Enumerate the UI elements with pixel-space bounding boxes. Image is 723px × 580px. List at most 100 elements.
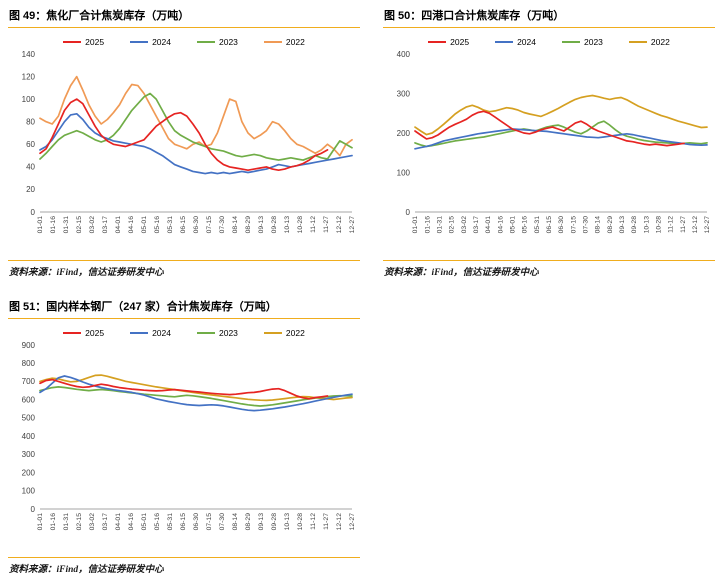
- x-axis-tick-label: 04-01: [115, 216, 122, 234]
- x-axis-tick-label: 06-15: [180, 216, 187, 234]
- x-axis-tick-label: 06-15: [546, 216, 553, 234]
- x-axis-tick-label: 03-17: [102, 513, 109, 531]
- x-axis-tick-label: 03-02: [89, 216, 96, 234]
- legend-label: 2023: [219, 37, 238, 47]
- figure-51-source-note: 资料来源：iFind，信达证券研发中心: [8, 557, 360, 575]
- x-axis-tick-label: 08-14: [595, 216, 602, 234]
- y-axis-tick-label: 300: [397, 89, 411, 98]
- legend-item-2025: 2025: [428, 37, 469, 47]
- chart-svg: 0 100 200 300 400 01-01 01-16 01-31 02-15 03-02 03…: [397, 50, 712, 234]
- x-axis-tick-label: 01-16: [50, 513, 57, 531]
- legend-item-2025: 2025: [63, 328, 104, 338]
- figure-49-legend: 2025 2024 2023 2022: [8, 36, 360, 48]
- x-axis-tick-label: 05-16: [154, 513, 161, 531]
- figure-50-source-note: 资料来源：iFind，信达证券研发中心: [383, 260, 715, 278]
- y-axis-tick-label: 100: [397, 168, 411, 177]
- x-axis-tick-label: 06-15: [180, 513, 187, 531]
- x-axis-tick-label: 01-01: [37, 216, 44, 234]
- x-axis-tick-label: 01-01: [412, 216, 419, 234]
- x-axis-tick-label: 09-28: [631, 216, 638, 234]
- x-axis-tick-label: 07-15: [570, 216, 577, 234]
- y-axis-tick-label: 600: [22, 395, 36, 404]
- x-axis-tick-label: 05-31: [167, 216, 174, 234]
- x-axis-tick-label: 04-16: [497, 216, 504, 234]
- x-axis-tick-label: 11-27: [680, 216, 687, 233]
- figure-51-legend: 2025 2024 2023 2022: [8, 327, 360, 339]
- x-axis-tick-label: 10-28: [655, 216, 662, 234]
- x-axis-tick-label: 12-27: [704, 216, 711, 234]
- y-axis-tick-label: 0: [31, 208, 36, 217]
- legend-label: 2023: [584, 37, 603, 47]
- legend-line-swatch: [63, 40, 82, 44]
- x-axis-tick-label: 09-28: [271, 216, 278, 234]
- x-axis-tick-label: 01-31: [63, 216, 70, 234]
- legend-item-2023: 2023: [197, 328, 238, 338]
- legend-item-2024: 2024: [130, 328, 171, 338]
- legend-line-swatch: [495, 40, 514, 44]
- figure-49-panel: 图 49：焦化厂合计焦炭库存（万吨） 2025 2024 2023 2022 0 20 4…: [8, 4, 360, 278]
- chart-svg: 0 100 200 300 400 500 600 700 800 900 01-01 01-16 01…: [22, 341, 357, 531]
- x-axis-tick-label: 12-12: [692, 216, 699, 234]
- x-axis-tick-label: 01-01: [37, 513, 44, 531]
- x-axis-tick-label: 10-13: [284, 216, 291, 234]
- x-axis-tick-label: 11-12: [668, 216, 675, 233]
- y-axis-tick-label: 0: [31, 505, 36, 514]
- y-axis-tick-label: 200: [397, 129, 411, 138]
- figure-49-source-note: 资料来源：iFind，信达证券研发中心: [8, 260, 360, 278]
- x-axis-tick-label: 11-27: [323, 513, 330, 530]
- y-axis-tick-label: 800: [22, 359, 36, 368]
- x-axis-tick-label: 07-30: [582, 216, 589, 234]
- x-axis-tick-label: 07-15: [206, 513, 213, 531]
- x-axis-tick-label: 01-31: [63, 513, 70, 531]
- legend-line-swatch: [130, 40, 149, 44]
- x-axis-tick-label: 07-30: [219, 216, 226, 234]
- x-axis-tick-label: 05-31: [167, 513, 174, 531]
- x-axis-tick-label: 03-17: [473, 216, 480, 234]
- figure-51-title: 图 51：国内样本钢厂（247 家）合计焦炭库存（万吨）: [8, 295, 360, 319]
- series-line-2023: [39, 386, 353, 407]
- legend-line-swatch: [130, 331, 149, 335]
- x-axis-tick-label: 05-01: [141, 513, 148, 531]
- x-axis-tick-label: 08-14: [232, 216, 239, 234]
- y-axis-tick-label: 0: [406, 208, 411, 217]
- legend-line-swatch: [197, 331, 215, 335]
- legend-label: 2025: [85, 37, 105, 47]
- y-axis-tick-label: 200: [22, 468, 36, 477]
- x-axis-tick-label: 08-29: [607, 216, 614, 234]
- x-axis-tick-label: 09-28: [271, 513, 278, 531]
- y-axis-tick-label: 900: [22, 341, 36, 350]
- series-line-2024: [39, 375, 353, 412]
- legend-line-swatch: [428, 40, 447, 44]
- series-line-2025: [414, 110, 685, 147]
- x-axis-tick-label: 05-16: [522, 216, 529, 234]
- figure-49-title: 图 49：焦化厂合计焦炭库存（万吨）: [8, 4, 360, 28]
- x-axis-tick-label: 11-27: [323, 216, 330, 233]
- x-axis-tick-label: 05-01: [141, 216, 148, 234]
- x-axis-tick-label: 06-30: [193, 513, 200, 531]
- y-axis-tick-label: 400: [22, 432, 36, 441]
- y-axis-tick-label: 500: [22, 414, 36, 423]
- y-axis-tick-label: 140: [22, 50, 36, 59]
- x-axis-tick-label: 09-13: [619, 216, 626, 234]
- y-axis-tick-label: 700: [22, 377, 36, 386]
- series-line-2024: [414, 128, 708, 150]
- legend-label: 2025: [450, 37, 470, 47]
- legend-line-swatch: [562, 40, 580, 44]
- legend-label: 2024: [152, 328, 171, 338]
- legend-line-swatch: [197, 40, 215, 44]
- legend-item-2023: 2023: [562, 37, 603, 47]
- series-line-2022: [414, 94, 708, 136]
- y-axis-tick-label: 100: [22, 95, 36, 104]
- figure-50-panel: 图 50：四港口合计焦炭库存（万吨） 2025 2024 2023 2022 0 100…: [383, 4, 715, 278]
- x-axis-tick-label: 05-16: [154, 216, 161, 234]
- x-axis-tick-label: 12-27: [349, 216, 356, 234]
- y-axis-tick-label: 120: [22, 72, 36, 81]
- legend-line-swatch: [628, 40, 647, 44]
- x-axis-tick-label: 03-02: [461, 216, 468, 234]
- legend-label: 2025: [85, 328, 105, 338]
- x-axis-tick-label: 11-12: [310, 216, 317, 233]
- x-axis-tick-label: 07-15: [206, 216, 213, 234]
- legend-label: 2022: [285, 328, 305, 338]
- x-axis-tick-label: 08-29: [245, 216, 252, 234]
